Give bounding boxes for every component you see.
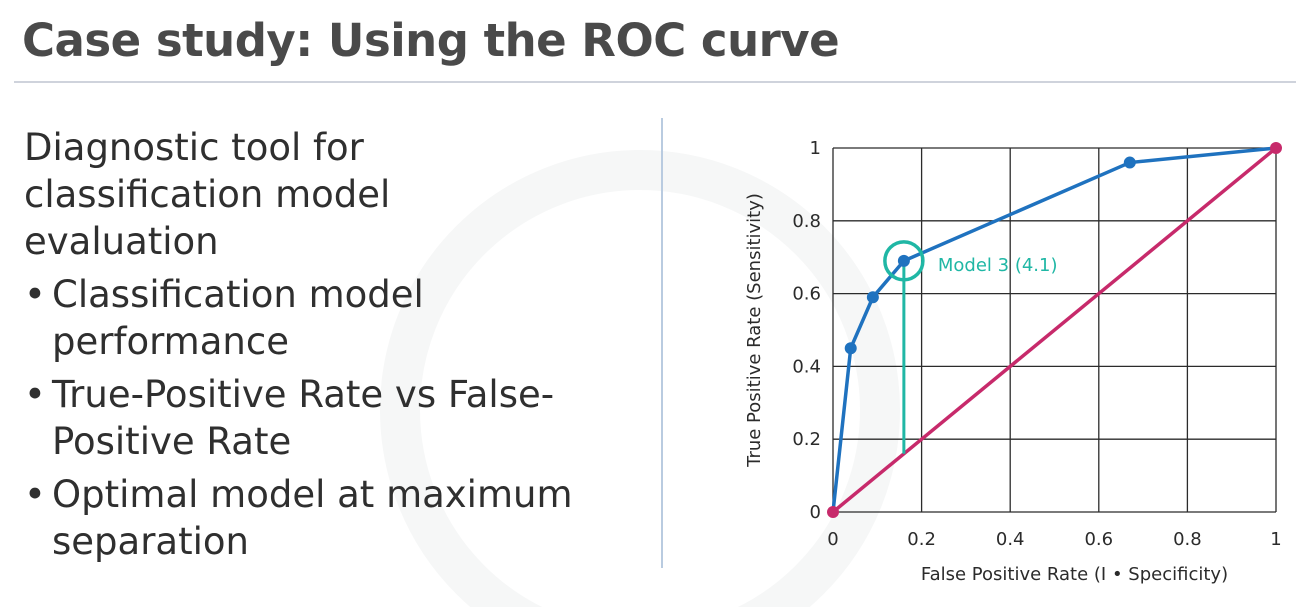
x-axis-label: False Positive Rate (I • Specificity) (921, 564, 1228, 585)
series (827, 142, 1282, 518)
annotation-label: Model 3 (4.1) (938, 255, 1058, 276)
x-tick-label: 0.4 (996, 529, 1025, 550)
x-tick-label: 0.8 (1173, 529, 1202, 550)
y-tick-label: 0.4 (792, 356, 821, 377)
x-tick-label: 0.6 (1084, 529, 1113, 550)
roc-point (898, 255, 910, 267)
origin-point (827, 506, 839, 518)
roc-point (867, 291, 879, 303)
y-tick-label: 0.6 (792, 284, 821, 305)
y-tick-label: 0.2 (792, 429, 821, 450)
y-tick-label: 1 (810, 138, 821, 159)
x-tick-label: 0.2 (907, 529, 936, 550)
roc-point (1270, 142, 1282, 154)
roc-point (1124, 157, 1136, 169)
diagonal-line (833, 148, 1276, 512)
x-tick-label: 1 (1270, 529, 1281, 550)
y-tick-label: 0 (810, 502, 821, 523)
y-tick-label: 0.8 (792, 211, 821, 232)
roc-point (845, 342, 857, 354)
x-tick-label: 0 (827, 529, 838, 550)
y-axis-label: True Positive Rate (Sensitivity) (744, 193, 765, 468)
